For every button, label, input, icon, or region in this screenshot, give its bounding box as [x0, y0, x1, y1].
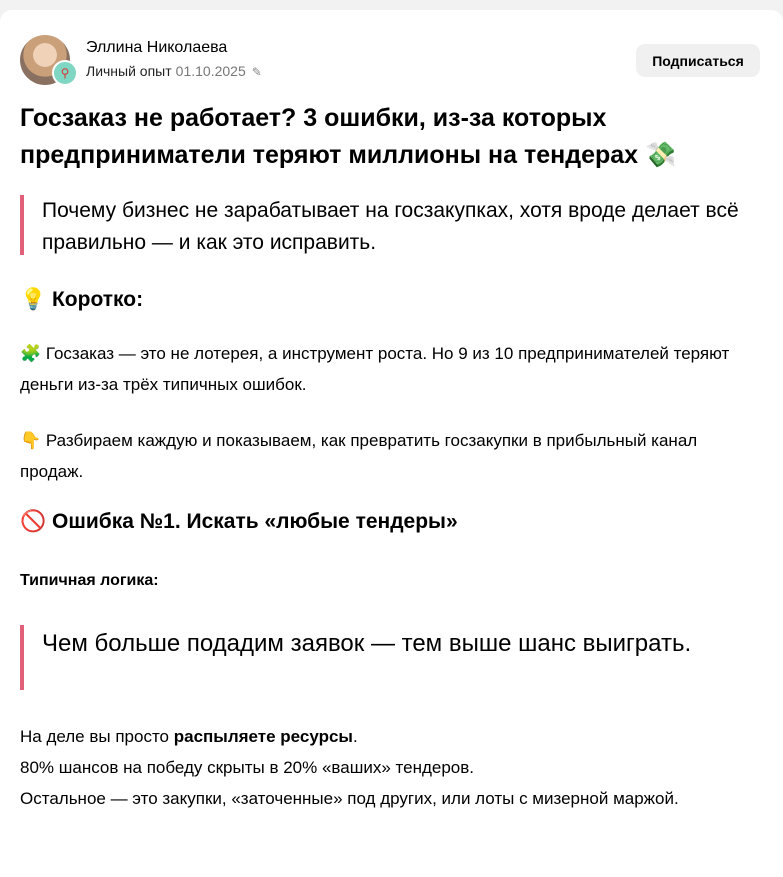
- post-category[interactable]: Личный опыт: [86, 63, 172, 79]
- final-text-pre: На деле вы просто: [20, 727, 174, 746]
- short-paragraph-2: 👇 Разбираем каждую и показываем, как пре…: [20, 431, 698, 481]
- final-text-post: .: [352, 727, 358, 746]
- final-line-2: 80% шансов на победу скрыты в 20% «ваших…: [20, 758, 475, 777]
- author-badge-icon: ⚲: [52, 60, 78, 86]
- final-paragraph: На деле вы просто распыляете ресурсы. 80…: [20, 721, 760, 814]
- post-date: 01.10.2025: [175, 63, 246, 79]
- post-meta: Личный опыт 01.10.2025 ✎: [86, 63, 262, 79]
- final-line-3: Остальное — это закупки, «заточенные» по…: [20, 789, 679, 808]
- short-paragraph-1: 🧩 Госзаказ — это не лотерея, а инструмен…: [20, 344, 730, 394]
- logic-quote: Чем больше подадим заявок — тем выше шан…: [20, 625, 740, 690]
- short-heading: 💡 Коротко:: [20, 288, 144, 311]
- error1-heading: 🚫 Ошибка №1. Искать «любые тендеры»: [20, 510, 458, 533]
- lead-quote: Почему бизнес не зарабатывает на госзаку…: [20, 195, 740, 255]
- article-title: Госзаказ не работает? 3 ошибки, из-за ко…: [20, 104, 677, 169]
- article-card: ⚲ Эллина Николаева Личный опыт 01.10.2025…: [0, 10, 783, 877]
- final-text-bold: распыляете ресурсы: [173, 727, 353, 746]
- edited-pencil-icon: ✎: [251, 65, 262, 79]
- subscribe-button[interactable]: Подписаться: [636, 44, 760, 77]
- logic-label: Типичная логика:: [20, 572, 159, 589]
- author-name[interactable]: Эллина Николаева: [86, 39, 228, 56]
